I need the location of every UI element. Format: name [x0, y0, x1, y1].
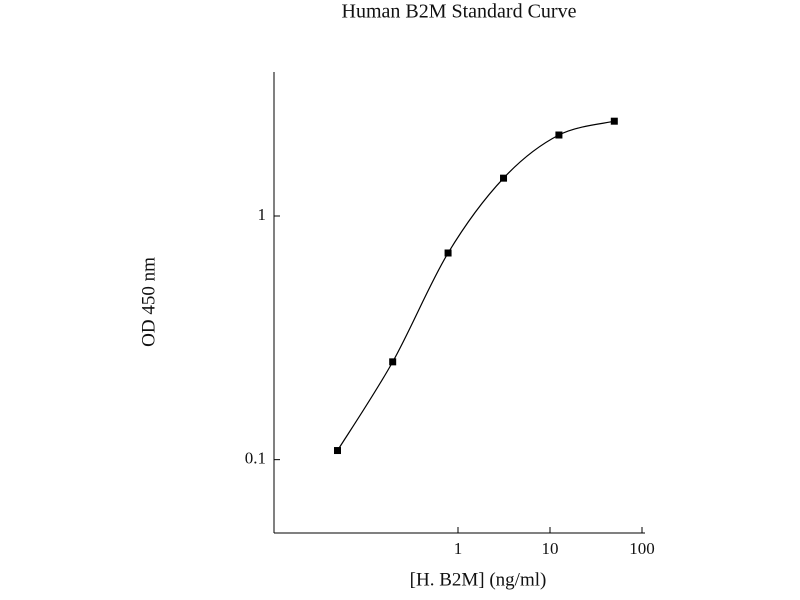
x-tick-label: 100 — [629, 539, 655, 558]
chart-title: Human B2M Standard Curve — [342, 1, 577, 23]
fit-curve — [336, 120, 615, 451]
x-axis-label: [H. B2M] (ng/ml) — [410, 569, 547, 590]
y-axis-label: OD 450 nm — [138, 257, 159, 347]
point — [500, 174, 508, 182]
y-tick-label: 1 — [258, 205, 267, 224]
point — [333, 447, 341, 455]
x-tick-label: 10 — [542, 539, 559, 558]
x-tick-label: 1 — [454, 539, 463, 558]
point — [555, 131, 563, 139]
point — [610, 117, 618, 125]
point — [389, 358, 397, 366]
point — [444, 249, 452, 257]
y-tick-label: 0.1 — [245, 449, 266, 468]
